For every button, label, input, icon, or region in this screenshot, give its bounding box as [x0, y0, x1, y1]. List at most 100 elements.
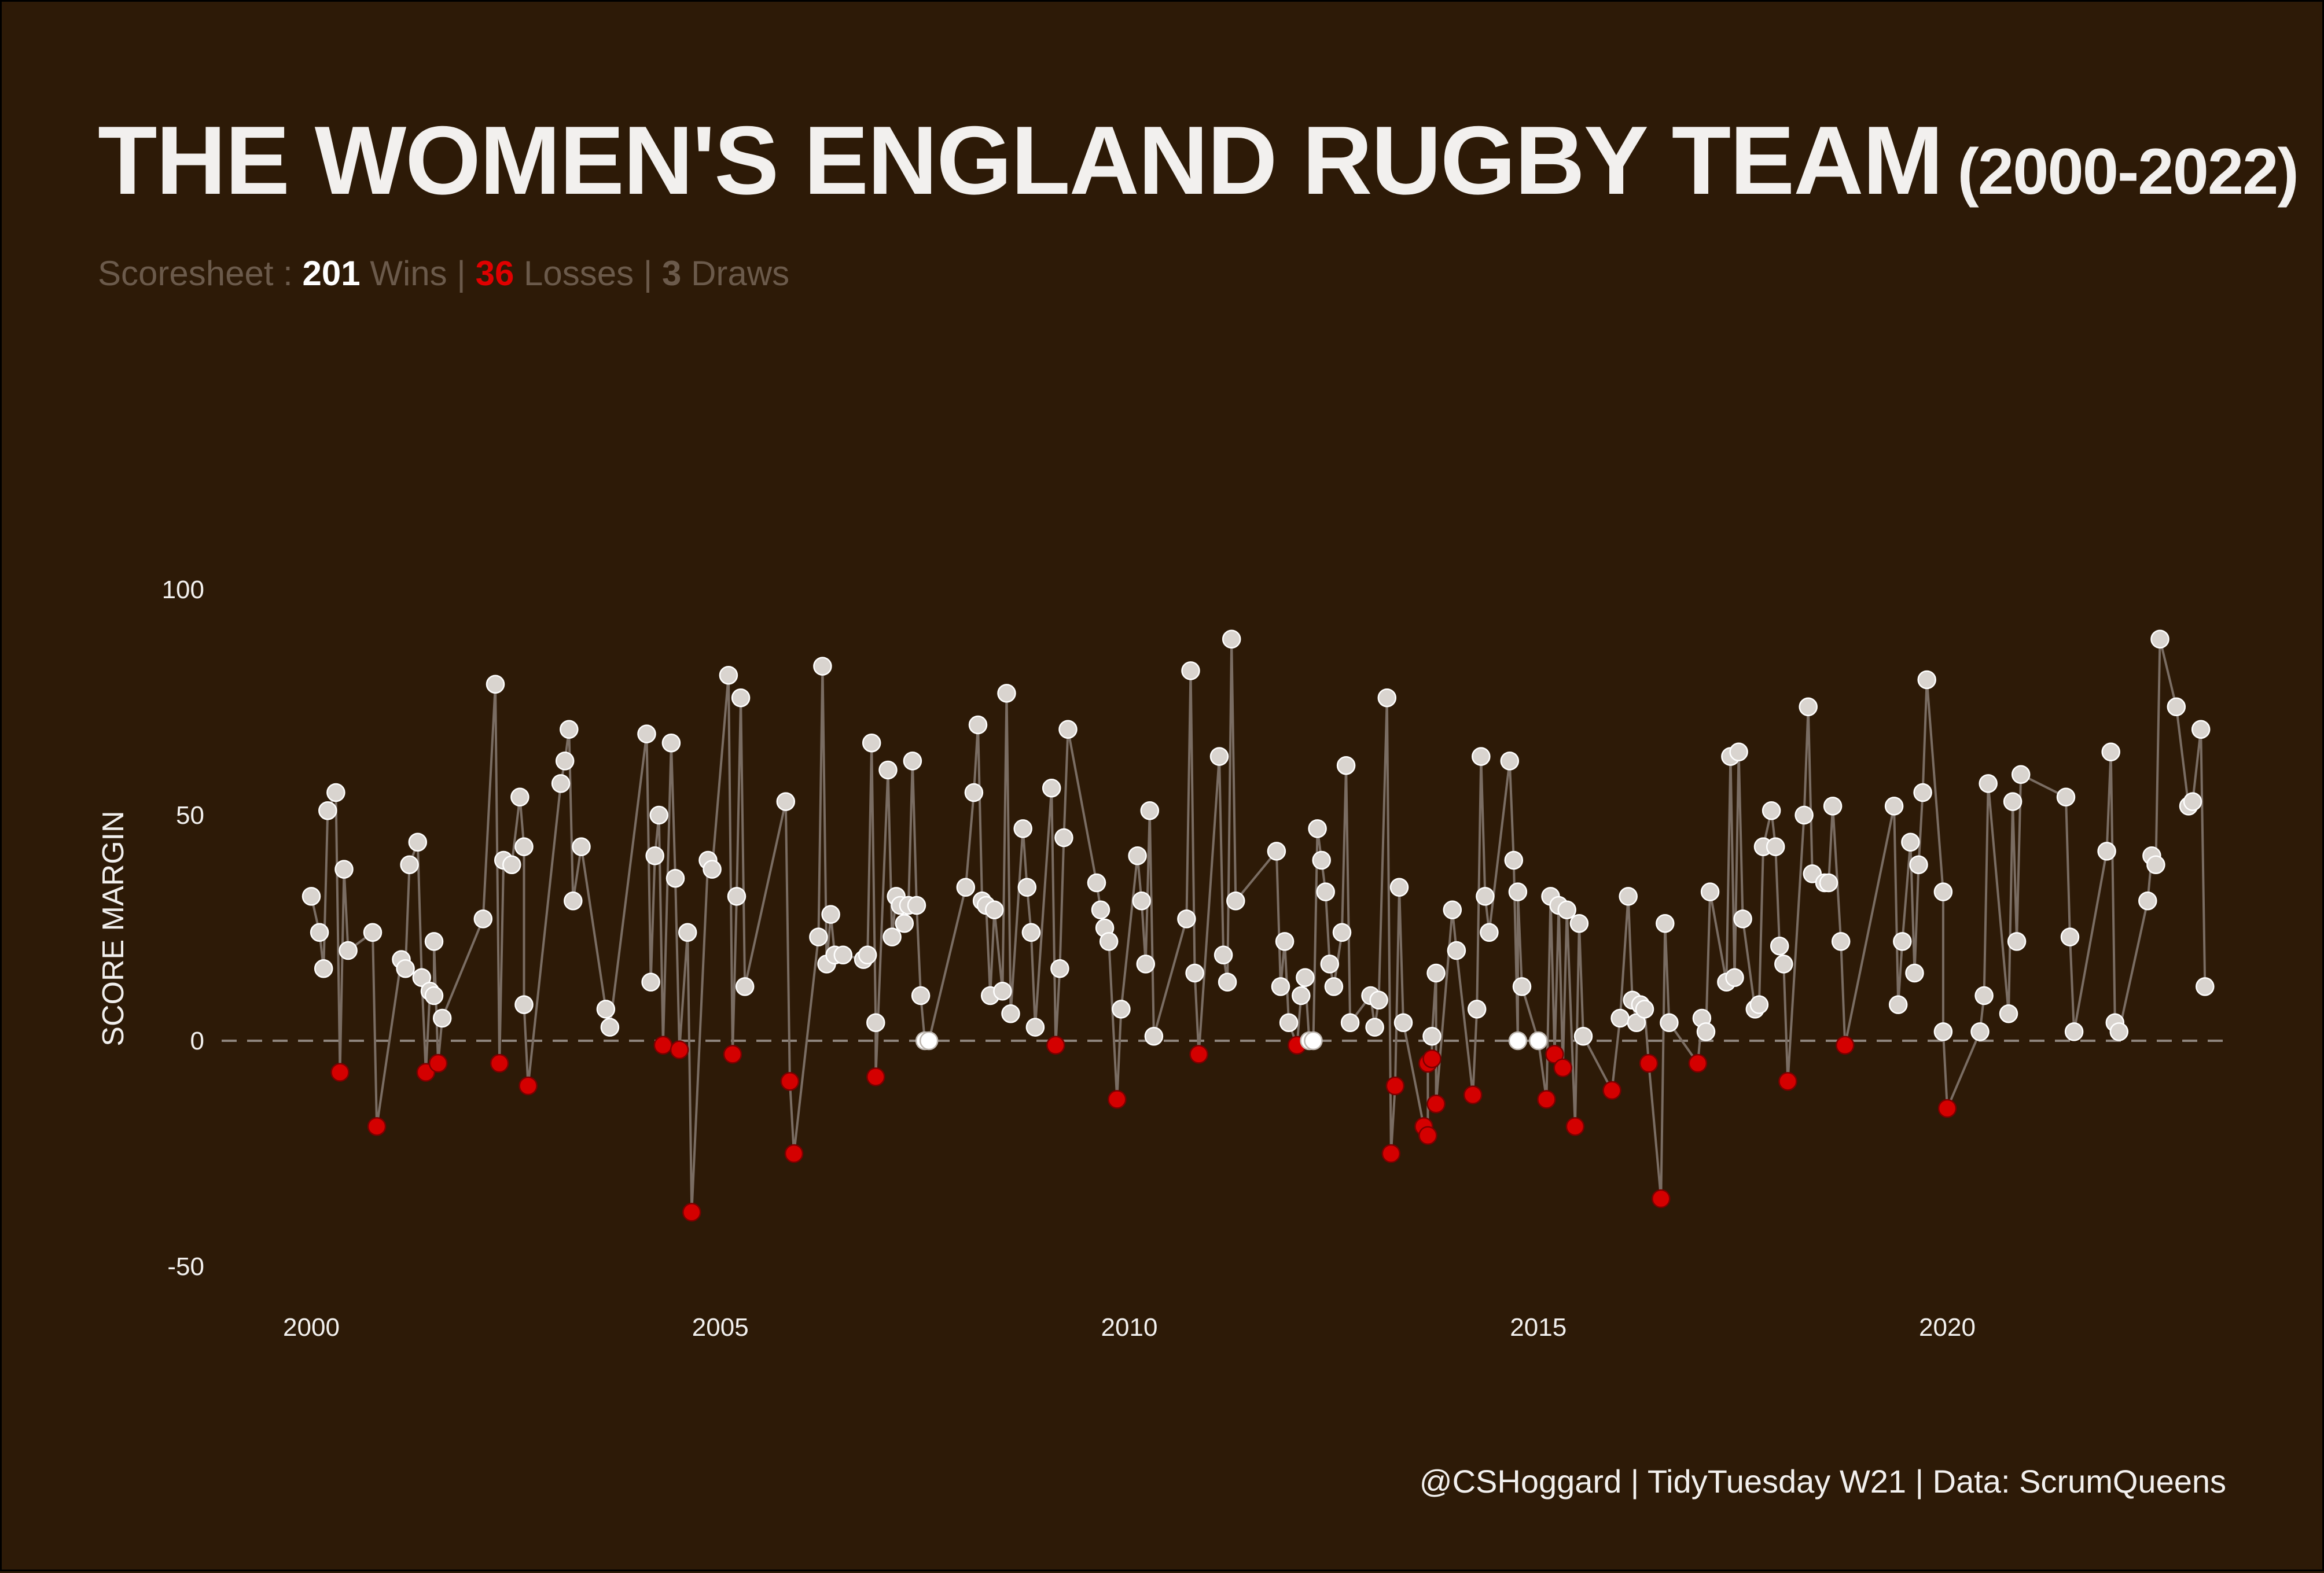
win-point: [637, 724, 656, 743]
loss-point: [670, 1040, 689, 1059]
caption: @CSHoggard | TidyTuesday W21 | Data: Scr…: [1419, 1463, 2226, 1500]
win-point: [1308, 819, 1327, 838]
win-point: [1733, 909, 1752, 929]
win-point: [1749, 995, 1769, 1014]
win-point: [555, 751, 575, 771]
win-point: [510, 787, 529, 807]
win-point: [400, 855, 419, 875]
win-point: [1933, 1022, 1953, 1041]
win-point: [1512, 977, 1532, 996]
win-point: [502, 855, 521, 875]
win-point: [678, 923, 697, 942]
win-point: [1001, 1004, 1020, 1023]
loss-point: [1537, 1090, 1556, 1109]
win-point: [1296, 968, 1315, 988]
loss-point: [519, 1076, 538, 1096]
win-point: [1480, 923, 1499, 942]
scoresheet-subtitle: Scoresheet : 201 Wins | 36 Losses | 3 Dr…: [98, 256, 789, 291]
win-point: [314, 959, 333, 978]
loss-point: [1553, 1058, 1572, 1078]
win-point: [326, 783, 345, 802]
win-point: [2167, 697, 2186, 717]
x-axis-ticks: 2000 2005 2010 2015 2020: [283, 1313, 1976, 1342]
win-point: [1209, 747, 1229, 766]
win-point: [1279, 1013, 1299, 1033]
win-point: [1136, 955, 1156, 974]
win-point: [968, 715, 988, 735]
win-point: [334, 860, 354, 879]
win-point: [412, 968, 432, 988]
win-point: [813, 657, 832, 676]
win-point: [596, 1000, 616, 1019]
win-point: [1369, 990, 1388, 1010]
win-point: [1762, 801, 1781, 820]
win-point: [1042, 778, 1061, 798]
loss-point: [1189, 1045, 1208, 1064]
win-point: [473, 909, 493, 929]
win-point: [1610, 1008, 1630, 1028]
win-point: [661, 733, 681, 753]
win-point: [1619, 887, 1638, 906]
series-line: [310, 639, 2207, 1213]
draws-label: Draws: [681, 254, 790, 293]
win-point: [2003, 792, 2023, 811]
win-point: [514, 837, 534, 856]
win-point: [1917, 670, 1936, 690]
loss-point: [1463, 1085, 1483, 1104]
loss-point: [1545, 1045, 1564, 1064]
win-point: [560, 720, 579, 739]
win-point: [432, 1008, 452, 1028]
x-tick-label: 2020: [1919, 1313, 1976, 1342]
win-point: [2109, 1022, 2129, 1041]
x-tick-label: 2000: [283, 1313, 340, 1342]
win-point: [1218, 972, 1237, 992]
win-point: [776, 792, 796, 811]
win-point: [1128, 846, 1147, 865]
loss-point: [1565, 1117, 1585, 1136]
loss-point: [1639, 1053, 1659, 1073]
draws-count: 3: [662, 254, 682, 293]
loss-point: [428, 1053, 448, 1073]
loss-point: [1836, 1036, 1855, 1055]
win-point: [719, 665, 738, 685]
win-point: [2011, 765, 2031, 784]
plot-area: [222, 629, 2230, 1222]
win-point: [408, 832, 428, 852]
loss-point: [1422, 1049, 1442, 1069]
win-point: [1999, 1004, 2018, 1023]
win-point: [1324, 977, 1344, 996]
win-point: [1058, 720, 1078, 739]
win-point: [1979, 774, 1998, 793]
win-point: [1635, 1000, 1654, 1019]
win-point: [1472, 747, 1491, 766]
loss-point: [1426, 1094, 1446, 1114]
win-point: [1627, 1013, 1646, 1033]
loss-point: [1385, 1076, 1405, 1096]
draw-point: [919, 1031, 939, 1051]
win-point: [363, 923, 383, 942]
y-tick-label: 50: [176, 801, 204, 830]
win-point: [1099, 932, 1119, 951]
win-point: [2101, 742, 2120, 762]
loss-point: [780, 1071, 800, 1091]
losses-label: Losses |: [514, 254, 663, 293]
draw-point: [1304, 1031, 1323, 1051]
win-point: [703, 860, 722, 879]
y-axis-label: SCORE MARGIN: [97, 811, 130, 1046]
wins-label: Wins |: [360, 254, 476, 293]
win-point: [1275, 932, 1295, 951]
win-point: [1340, 1013, 1360, 1033]
win-point: [1132, 891, 1151, 911]
x-tick-label: 2015: [1510, 1313, 1567, 1342]
win-point: [997, 684, 1016, 703]
win-point: [1013, 819, 1032, 838]
win-point: [1336, 756, 1356, 775]
loss-point: [1937, 1099, 1957, 1118]
win-point: [665, 868, 685, 888]
win-point: [1905, 963, 1924, 983]
win-point: [514, 995, 534, 1014]
win-point: [1332, 923, 1352, 942]
win-point: [1970, 1022, 1990, 1041]
win-point: [833, 945, 853, 965]
